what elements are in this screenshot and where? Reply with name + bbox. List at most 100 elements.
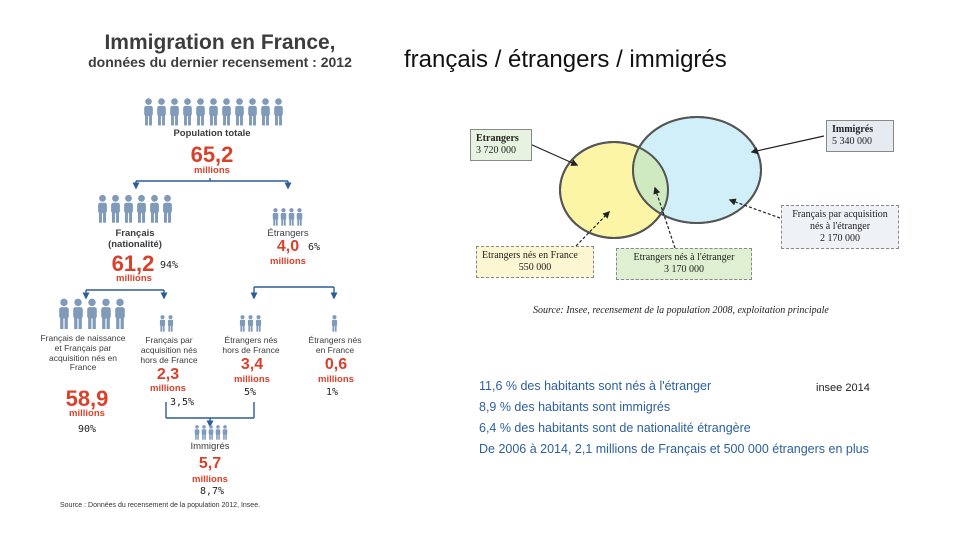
- person-icon: [115, 298, 125, 329]
- et-fr-label: Étrangers nés en France: [308, 335, 362, 355]
- immig-value: 5,7: [198, 455, 222, 472]
- person-icon: [137, 194, 146, 223]
- box-etrangers-line1: Etrangers: [476, 133, 519, 144]
- fr-acq-people-icons: [159, 315, 174, 332]
- et-fr-value: 0,6: [324, 356, 348, 373]
- person-icon: [235, 98, 244, 126]
- fr-naiss-value: 58,9: [65, 386, 109, 411]
- person-icon: [296, 208, 303, 226]
- person-icon: [222, 425, 228, 440]
- population-people-icons: [144, 98, 283, 126]
- box-fr-acq-line2: nés à l'étranger: [809, 221, 871, 232]
- person-icon: [215, 425, 221, 440]
- etrangers-value: 4,0: [276, 238, 300, 255]
- francais-pct: 94%: [160, 260, 179, 271]
- box-et-fr: Etrangers nés en France 550 000: [476, 246, 594, 278]
- box-etrangers: Etrangers 3 720 000: [470, 129, 532, 161]
- et-fr-people-icons: [331, 315, 338, 332]
- fr-naiss-label: Français de naissance et Français par ac…: [40, 333, 126, 373]
- francais-value: 61,2: [111, 251, 155, 276]
- person-icon: [288, 208, 295, 226]
- person-icon: [261, 98, 270, 126]
- person-icon: [124, 194, 133, 223]
- person-icon: [222, 98, 231, 126]
- fr-naiss-pct: 90%: [78, 424, 97, 435]
- stat-line-3: 6,4 % des habitants sont de nationalité …: [479, 421, 751, 435]
- fr-naiss-people-icons: [59, 298, 125, 329]
- box-etrangers-line2: 3 720 000: [476, 145, 516, 156]
- person-icon: [87, 298, 97, 329]
- box-immigres: Immigrés 5 340 000: [826, 120, 894, 152]
- box-et-etr: Etrangers nés à l'étranger 3 170 000: [616, 248, 752, 280]
- box-fr-acq-line3: 2 170 000: [820, 233, 860, 244]
- person-icon: [331, 315, 338, 332]
- person-icon: [272, 208, 279, 226]
- et-hors-unit: millions: [234, 374, 270, 385]
- francais-people-icons: [98, 194, 172, 223]
- person-icon: [196, 98, 205, 126]
- right-title: français / étrangers / immigrés: [404, 46, 727, 73]
- etrangers-label: Étrangers: [267, 228, 309, 239]
- merge-arrows-immigres: [165, 402, 255, 428]
- person-icon: [150, 194, 159, 223]
- person-icon: [280, 208, 287, 226]
- box-et-etr-line1: Etrangers nés à l'étranger: [633, 252, 735, 263]
- left-title-line1: Immigration en France,: [104, 31, 336, 54]
- box-fr-acq: Français par acquisition nés à l'étrange…: [781, 205, 899, 249]
- box-immigres-line2: 5 340 000: [832, 136, 872, 147]
- immig-label: Immigrés: [190, 441, 230, 452]
- split-arrows-level2: [82, 286, 338, 300]
- fr-acq-unit: millions: [150, 383, 186, 394]
- box-immigres-line1: Immigrés: [832, 124, 874, 135]
- et-hors-value: 3,4: [240, 356, 264, 373]
- immig-unit: millions: [192, 474, 228, 485]
- person-icon: [248, 98, 257, 126]
- person-icon: [183, 98, 192, 126]
- stat-line-4: De 2006 à 2014, 2,1 millions de Français…: [479, 442, 869, 456]
- etrangers-people-icons: [272, 208, 303, 226]
- person-icon: [194, 425, 200, 440]
- et-hors-pct: 5%: [244, 387, 257, 398]
- split-arrows-level1: [132, 178, 292, 190]
- pop-unit: millions: [194, 165, 230, 176]
- box-et-fr-line1: Etrangers nés en France: [482, 250, 578, 261]
- immigres-people-icons: [194, 425, 228, 440]
- right-source: Source: Insee, recensement de la populat…: [533, 305, 829, 316]
- fr-acq-value: 2,3: [156, 366, 180, 383]
- left-title-line2: données du dernier recensement : 2012: [88, 54, 352, 71]
- person-icon: [163, 194, 172, 223]
- immig-pct: 8,7%: [200, 486, 225, 497]
- person-icon: [209, 98, 218, 126]
- person-icon: [239, 315, 246, 332]
- pop-value: 65,2: [190, 142, 234, 167]
- et-fr-pct: 1%: [326, 387, 339, 398]
- fr-acq-label: Français par acquisition nés hors de Fra…: [140, 335, 198, 365]
- person-icon: [247, 315, 254, 332]
- francais-label-line1: Français: [115, 228, 155, 239]
- stat-line-1: 11,6 % des habitants sont nés à l'étrang…: [479, 379, 712, 393]
- box-et-etr-line2: 3 170 000: [664, 264, 704, 275]
- stat-line-2: 8,9 % des habitants sont immigrés: [479, 400, 671, 414]
- etrangers-pct: 6%: [308, 242, 321, 253]
- box-fr-acq-line1: Français par acquisition: [792, 209, 888, 220]
- etrangers-unit: millions: [270, 256, 306, 267]
- person-icon: [255, 315, 262, 332]
- person-icon: [208, 425, 214, 440]
- person-icon: [111, 194, 120, 223]
- person-icon: [59, 298, 69, 329]
- stats-list: 11,6 % des habitants sont nés à l'étrang…: [479, 376, 869, 460]
- pop-label: Population totale: [173, 128, 251, 139]
- et-fr-unit: millions: [318, 374, 354, 385]
- insee-tag: insee 2014: [816, 382, 870, 394]
- left-title: Immigration en France, données du dernie…: [84, 32, 356, 70]
- left-source: Source : Données du recensement de la po…: [60, 502, 261, 509]
- francais-unit: millions: [116, 273, 152, 284]
- person-icon: [274, 98, 283, 126]
- fr-naiss-unit: millions: [69, 408, 105, 419]
- person-icon: [73, 298, 83, 329]
- person-icon: [98, 194, 107, 223]
- person-icon: [101, 298, 111, 329]
- venn-diagram: [559, 116, 762, 239]
- box-et-fr-line2: 550 000: [518, 262, 552, 273]
